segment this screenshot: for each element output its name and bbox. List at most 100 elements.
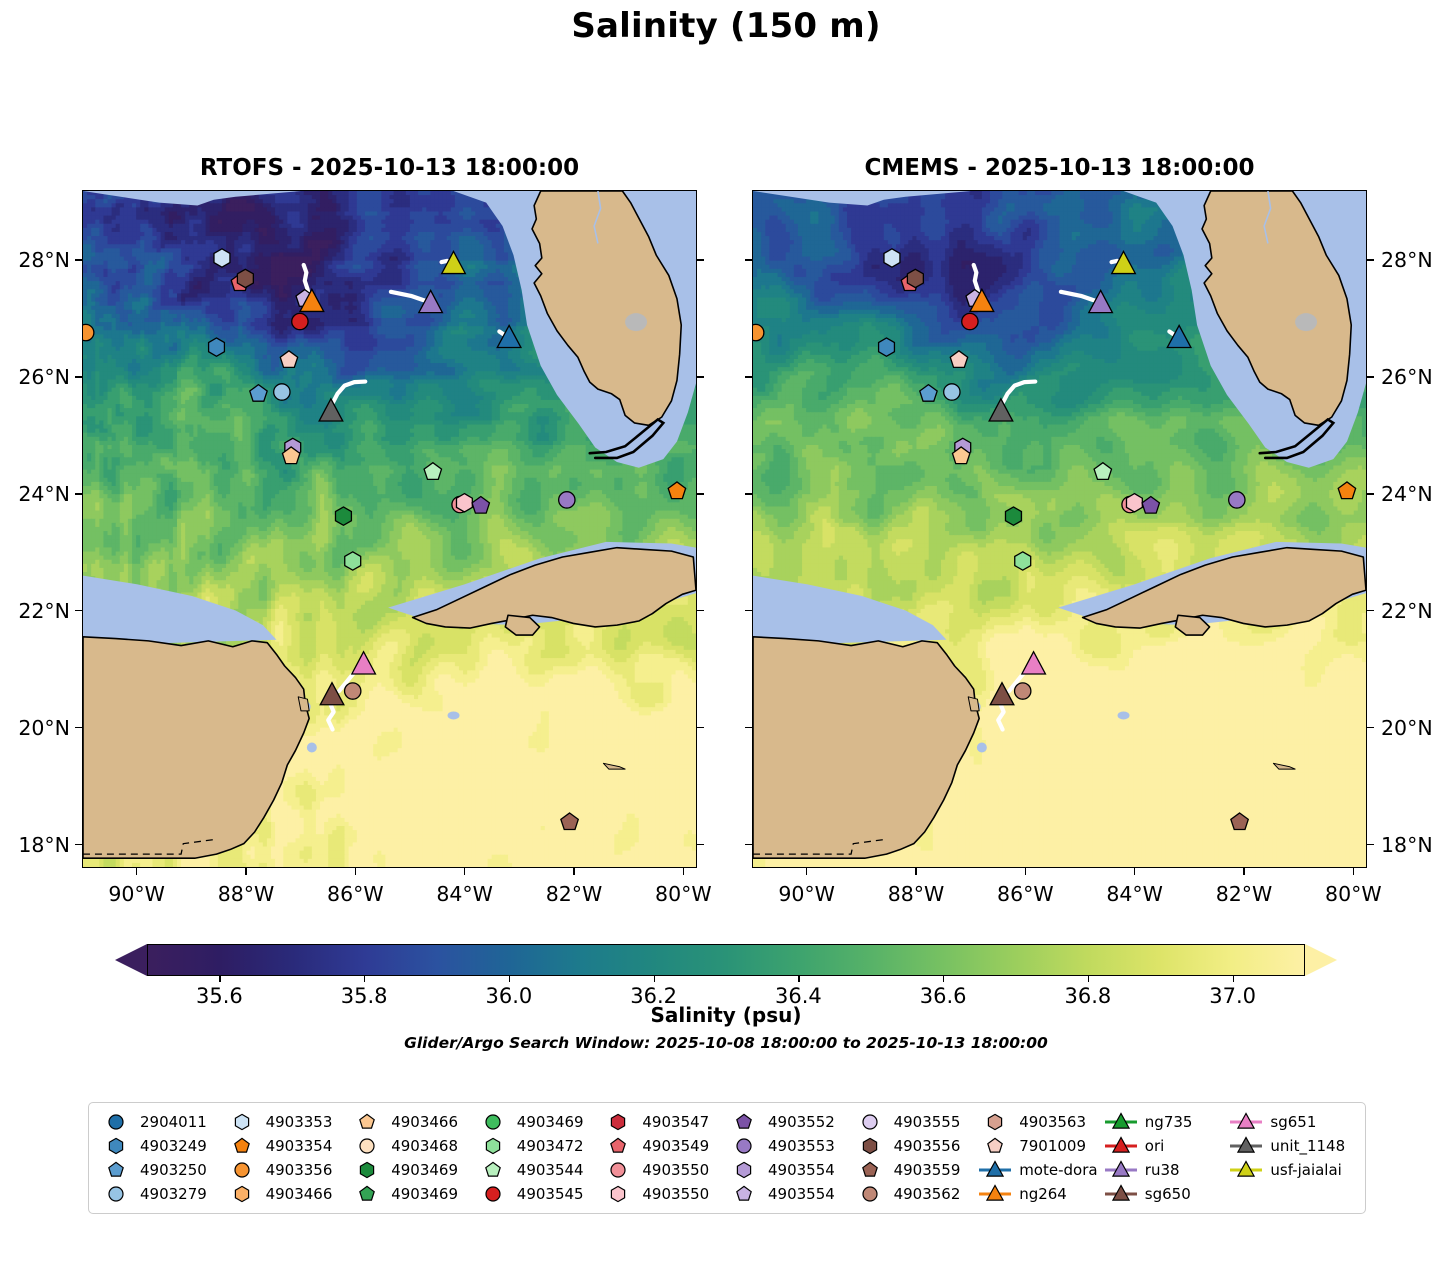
map-marker-4903550[interactable] [456,494,472,512]
legend-item[interactable]: 4903466 [225,1182,351,1206]
legend-item[interactable]: 4903250 [99,1158,225,1182]
legend-item[interactable]: 4903469 [350,1158,476,1182]
legend-marker-circle-icon [727,1135,761,1157]
legend-item[interactable]: 4903555 [853,1110,979,1134]
legend-item[interactable]: 4903547 [601,1110,727,1134]
legend-item[interactable]: 4903469 [476,1110,602,1134]
map-marker-4903472[interactable] [345,552,361,570]
legend-item[interactable]: mote-dora [978,1158,1104,1182]
legend-item[interactable]: 4903563 [978,1110,1104,1134]
map-marker-4903562[interactable] [1015,683,1031,699]
latitude-tick-label: 28°N [1381,248,1433,272]
map-marker-4903249[interactable] [879,338,895,356]
legend-marker-hexagon-icon [727,1159,761,1181]
legend-marker-pentagon-icon [853,1159,887,1181]
legend-item[interactable]: unit_1148 [1229,1134,1355,1158]
legend-item[interactable]: ori [1104,1134,1230,1158]
legend-item[interactable]: 4903559 [853,1158,979,1182]
legend-item[interactable]: 4903544 [476,1158,602,1182]
axis-tickmark [75,610,83,612]
legend-item[interactable]: 4903468 [350,1134,476,1158]
axis-tickmark [696,376,704,378]
legend-item[interactable]: sg651 [1229,1110,1355,1134]
legend-item[interactable]: 4903353 [225,1110,351,1134]
map-marker-4903356[interactable] [82,324,94,340]
map-marker-4903249[interactable] [209,338,225,356]
legend-item[interactable]: 4903554 [727,1158,853,1182]
legend-item[interactable]: 4903562 [853,1182,979,1206]
colorbar [115,944,1337,976]
axis-tickmark [355,867,357,875]
longitude-tick-label: 86°W [327,882,384,906]
map-marker-4903556[interactable] [907,269,923,287]
latitude-tick-label: 20°N [0,716,70,740]
legend-item[interactable]: 4903354 [225,1134,351,1158]
legend-item[interactable]: 4903553 [727,1134,853,1158]
legend-marker-hexagon-icon [225,1183,259,1205]
map-marker-4903279[interactable] [944,384,960,400]
map-marker-4903553[interactable] [559,492,575,508]
colorbar-tickmark [364,976,365,982]
legend-item[interactable]: 2904011 [99,1110,225,1134]
legend-label: 4903559 [894,1163,961,1178]
legend-item[interactable]: 4903545 [476,1182,602,1206]
map-marker-4903545[interactable] [962,313,978,329]
legend-item[interactable]: 4903466 [350,1110,476,1134]
legend-label: ng264 [1019,1187,1067,1202]
legend-label: sg650 [1145,1187,1191,1202]
axis-tickmark [136,867,138,875]
legend-marker-hexagon-icon [601,1111,635,1133]
legend-label: 4903354 [266,1139,333,1154]
map-marker-4903553[interactable] [1229,492,1245,508]
axis-tickmark [1366,376,1374,378]
legend-item[interactable]: 4903472 [476,1134,602,1158]
legend-item[interactable]: 4903552 [727,1110,853,1134]
legend-item[interactable]: ru38 [1104,1158,1230,1182]
legend-item[interactable]: 4903554 [727,1182,853,1206]
map-marker-4903472[interactable] [1015,552,1031,570]
legend-item[interactable]: 4903356 [225,1158,351,1182]
latitude-tick-label: 20°N [1381,716,1433,740]
map-marker-4903279[interactable] [274,384,290,400]
legend-item[interactable]: 4903549 [601,1134,727,1158]
legend-label: 4903555 [894,1115,961,1130]
map-marker-4903556[interactable] [237,269,253,287]
map-marker-4903562[interactable] [345,683,361,699]
legend-marker-triangle-line-icon [1104,1135,1138,1157]
longitude-tick-label: 86°W [997,882,1054,906]
legend-item[interactable]: ng735 [1104,1110,1230,1134]
colorbar-label: Salinity (psu) [0,1003,1452,1027]
map-marker-4903469[interactable] [335,507,351,525]
legend-item[interactable]: 4903279 [99,1182,225,1206]
latitude-tick-label: 18°N [0,833,70,857]
map-marker-4903545[interactable] [292,313,308,329]
axis-tickmark [1025,867,1027,875]
map-panel-cmems[interactable]: CMEMS - 2025-10-13 18:00:00 [752,190,1367,868]
legend-item[interactable]: sg650 [1104,1182,1230,1206]
legend-item[interactable]: 4903249 [99,1134,225,1158]
legend-item[interactable]: usf-jaialai [1229,1158,1355,1182]
legend-marker-pentagon-icon [225,1135,259,1157]
legend-label: 4903250 [140,1163,207,1178]
map-marker-4903550[interactable] [1126,494,1142,512]
map-panel-rtofs[interactable]: RTOFS - 2025-10-13 18:00:00 [82,190,697,868]
legend-item[interactable]: 4903556 [853,1134,979,1158]
legend-item[interactable]: ng264 [978,1182,1104,1206]
colorbar-tickmark [1233,976,1234,982]
search-window-note: Glider/Argo Search Window: 2025-10-08 18… [0,1034,1452,1052]
axis-tickmark [1134,867,1136,875]
legend-item[interactable]: 4903469 [350,1182,476,1206]
legend-item[interactable]: 7901009 [978,1134,1104,1158]
legend-item[interactable]: 4903550 [601,1158,727,1182]
legend-item[interactable]: 4903550 [601,1182,727,1206]
map-marker-4903353[interactable] [214,249,230,267]
legend-marker-circle-icon [225,1159,259,1181]
map-marker-4903469[interactable] [1005,507,1021,525]
legend-marker-pentagon-icon [350,1111,384,1133]
longitude-tick-label: 90°W [108,882,165,906]
map-marker-4903356[interactable] [752,324,764,340]
legend-label: 4903563 [1019,1115,1086,1130]
legend-label: mote-dora [1019,1163,1097,1178]
map-marker-4903353[interactable] [884,249,900,267]
colorbar-tickmark [219,976,220,982]
